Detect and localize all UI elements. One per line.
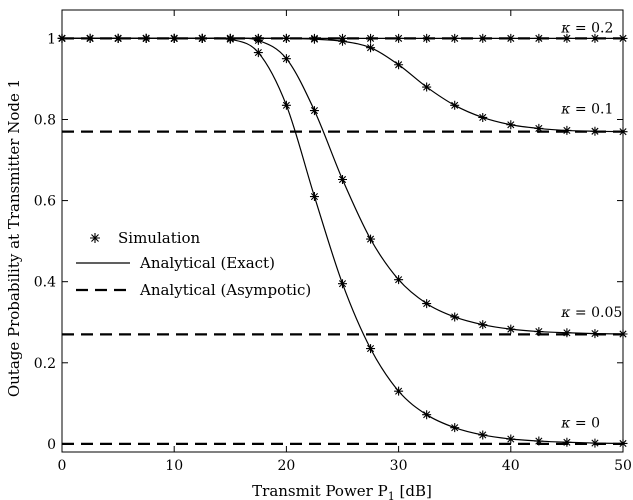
simulation-marker (506, 324, 516, 334)
simulation-marker (309, 106, 319, 116)
kappa-annotations: κ = 0.2κ = 0.1κ = 0.05κ = 0 (560, 20, 622, 431)
simulation-marker (450, 100, 460, 110)
simulation-marker (478, 430, 488, 440)
legend: Simulation Analytical (Exact) Analytical (… (76, 229, 311, 299)
kappa-symbol: κ (560, 416, 570, 432)
kappa-label: κ = 0 (560, 416, 600, 432)
simulation-marker (506, 120, 516, 130)
simulation-marker (422, 299, 432, 309)
simulation-marker (478, 112, 488, 122)
kappa-symbol: κ (560, 101, 570, 117)
exact-curve (62, 37, 624, 445)
y-tick-label: 0.4 (34, 275, 56, 291)
kappa-symbol: κ (560, 305, 570, 321)
simulation-marker (309, 34, 319, 44)
simulation-marker (281, 33, 291, 43)
x-tick-label: 50 (614, 458, 632, 474)
simulation-marker (394, 60, 404, 70)
kappa-value: = 0.1 (570, 101, 613, 117)
simulation-marker (562, 33, 572, 43)
simulation-marker (422, 33, 432, 43)
simulation-marker (422, 410, 432, 420)
x-axis-label: Transmit Power P1 [dB] (252, 482, 432, 500)
simulation-marker (338, 36, 347, 46)
simulation-marker (85, 33, 95, 43)
y-axis-label: Outage Probability at Transmitter Node 1 (5, 79, 23, 397)
simulation-marker (197, 33, 207, 43)
simulation-marker (534, 327, 544, 337)
kappa-label: κ = 0.1 (560, 101, 613, 117)
x-tick-label: 10 (165, 458, 183, 474)
simulation-marker (394, 33, 404, 43)
legend-label: Analytical (Asympotic) (139, 281, 311, 299)
simulation-marker (562, 125, 572, 135)
simulation-marker (478, 33, 488, 43)
exact-curve (62, 37, 624, 133)
kappa-value: = 0 (570, 416, 600, 432)
simulation-marker (309, 192, 319, 202)
simulation-marker (394, 275, 404, 285)
simulation-marker (253, 35, 263, 45)
simulation-marker (590, 329, 600, 339)
simulation-marker (590, 126, 600, 136)
simulation-marker (450, 423, 460, 433)
x-tick-label: 30 (390, 458, 408, 474)
simulation-marker (281, 100, 291, 110)
simulation-marker (450, 33, 460, 43)
simulation-marker (590, 33, 600, 43)
kappa-symbol: κ (560, 20, 570, 36)
simulation-marker (169, 33, 179, 43)
y-tick-label: 0 (47, 437, 56, 453)
simulation-marker (366, 43, 376, 53)
kappa-value: = 0.05 (570, 305, 622, 321)
simulation-marker (366, 234, 376, 244)
simulation-marker (562, 437, 572, 447)
kappa-label: κ = 0.05 (560, 305, 622, 321)
simulation-marker (506, 434, 516, 444)
simulation-marker (141, 33, 151, 43)
simulation-marker (562, 328, 572, 338)
simulation-marker (534, 33, 544, 43)
simulation-marker (281, 54, 291, 64)
simulation-marker (534, 123, 544, 133)
x-tick-label: 20 (277, 458, 295, 474)
x-tick-label: 40 (502, 458, 520, 474)
kappa-label: κ = 0.2 (560, 20, 613, 36)
simulation-marker (394, 386, 404, 396)
y-tick-label: 0.2 (34, 356, 56, 372)
axis-ticks: 0 10 20 30 40 50 0 0.2 0.4 0.6 0.8 1 (34, 10, 632, 474)
simulation-marker (366, 33, 376, 43)
legend-label: Analytical (Exact) (139, 254, 275, 272)
simulation-marker (338, 175, 347, 184)
simulation-marker (225, 34, 235, 44)
simulation-marker (534, 436, 544, 446)
simulation-marker (113, 33, 123, 43)
y-tick-label: 0.6 (34, 194, 56, 210)
legend-label: Simulation (118, 229, 201, 247)
y-tick-label: 1 (47, 31, 56, 47)
x-tick-label: 0 (58, 458, 67, 474)
simulation-marker (590, 438, 600, 448)
simulation-marker (253, 48, 263, 58)
simulation-marker (422, 82, 432, 92)
simulation-marker (506, 33, 516, 43)
simulation-marker (450, 312, 460, 322)
simulation-marker (338, 279, 347, 289)
kappa-value: = 0.2 (570, 20, 613, 36)
legend-marker (90, 233, 100, 243)
simulation-marker (366, 344, 376, 354)
simulation-marker (478, 320, 488, 330)
y-tick-label: 0.8 (34, 112, 56, 128)
plot-frame (61, 9, 624, 453)
